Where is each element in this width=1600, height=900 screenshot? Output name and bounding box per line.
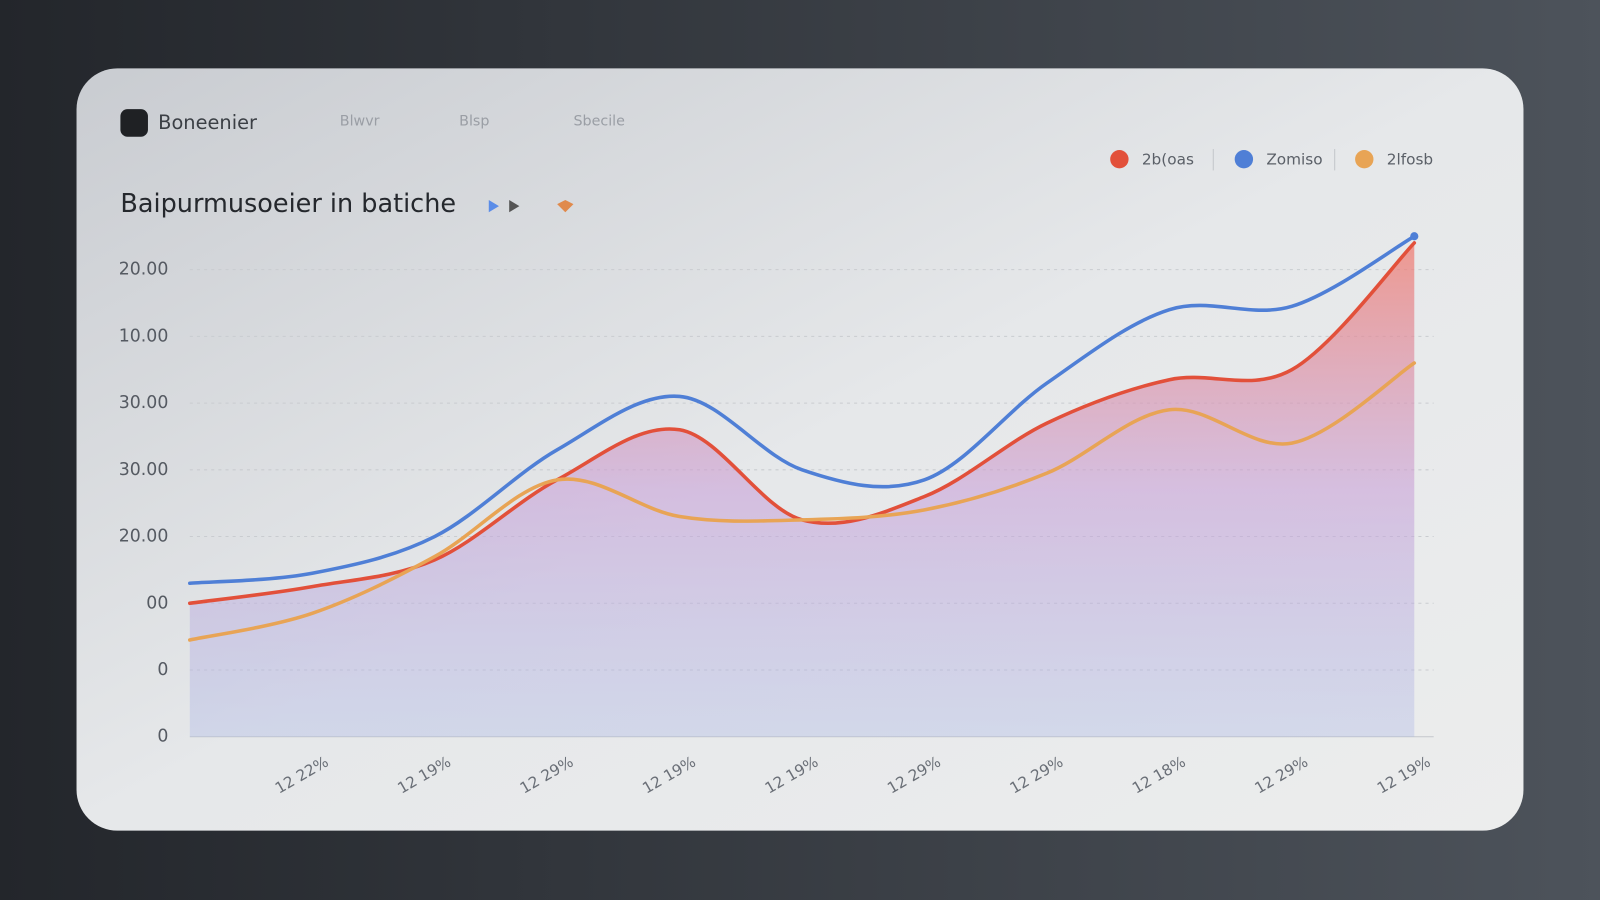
legend-label: 2b(oas (1142, 151, 1194, 169)
y-tick-label: 0 (157, 660, 168, 680)
chart-title: Baipurmusoeier in batiche (120, 189, 456, 219)
legend-swatch (1110, 150, 1129, 169)
logo (120, 109, 148, 137)
series-line (188, 361, 1417, 642)
legend-swatch (1234, 150, 1254, 169)
nav-item[interactable]: Sbecile (573, 113, 625, 129)
icon (509, 200, 520, 213)
legend-label: 2lfosb (1387, 151, 1433, 169)
icon (557, 200, 574, 213)
y-tick-label: 10.00 (119, 326, 169, 346)
nav-item[interactable]: Blsp (459, 113, 489, 129)
y-tick-label: 30.00 (119, 460, 169, 480)
y-tick-label: 20.00 (119, 260, 169, 280)
y-tick-label: 20.00 (119, 527, 169, 547)
end-point (1410, 232, 1419, 241)
legend-swatch (1355, 150, 1374, 169)
y-tick-label: 30.00 (119, 393, 169, 413)
nav-item[interactable]: Blwvr (340, 113, 380, 129)
legend-label: Zomiso (1266, 151, 1322, 169)
y-tick-label: 0 (157, 727, 168, 747)
series-area (189, 242, 1415, 737)
brand: Boneenier (158, 111, 257, 134)
icon (488, 200, 499, 213)
y-tick-label: 00 (146, 593, 168, 613)
series-line (188, 234, 1417, 586)
